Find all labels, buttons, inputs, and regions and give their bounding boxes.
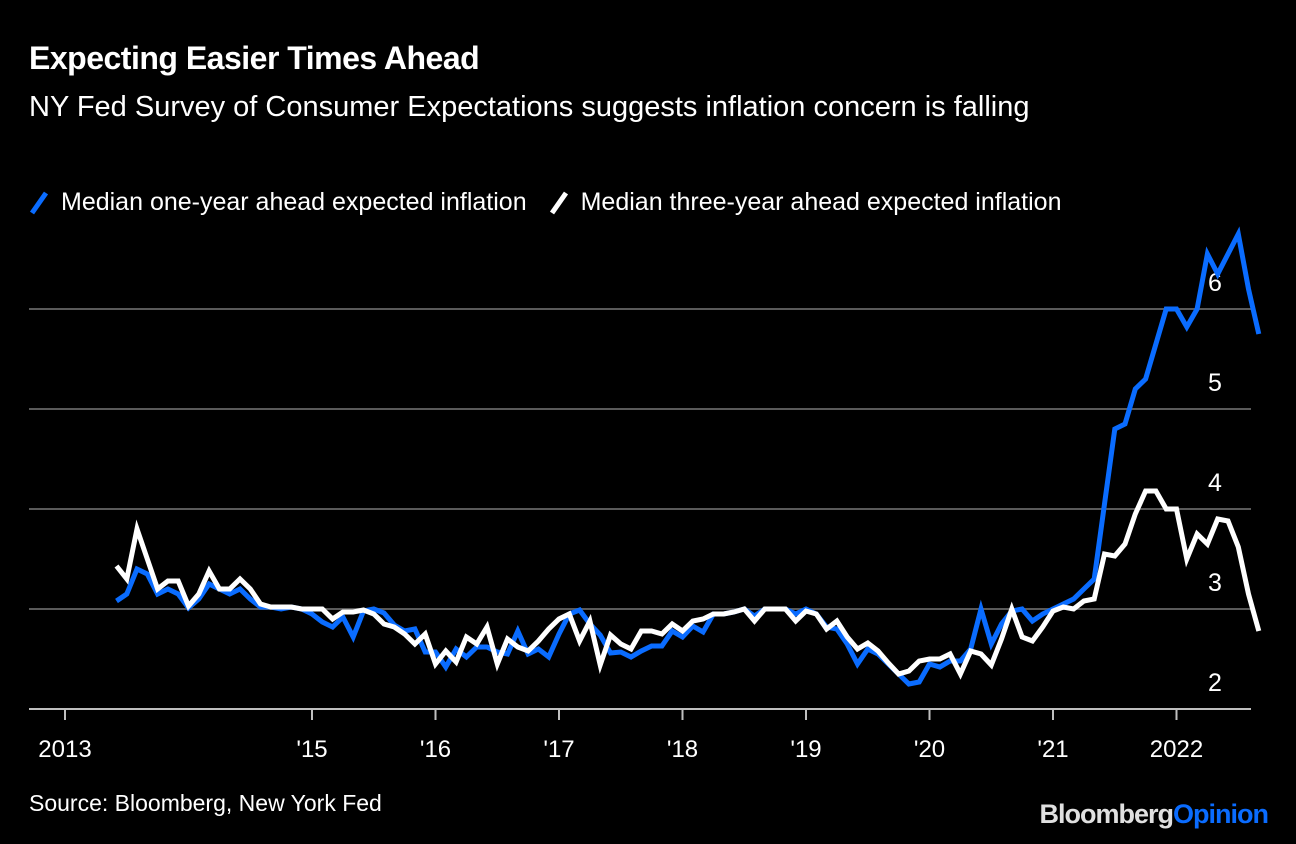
- chart-title: Expecting Easier Times Ahead: [29, 40, 480, 76]
- y-tick-label: 4: [1208, 469, 1222, 497]
- x-tick-label: '19: [790, 736, 821, 763]
- legend-item-one-year: Median one-year ahead expected inflation: [29, 188, 527, 217]
- source-note: Source: Bloomberg, New York Fed: [29, 790, 382, 816]
- legend-swatch-line: [549, 191, 568, 214]
- series-line-three-year: [114, 488, 1262, 680]
- legend: Median one-year ahead expected inflation…: [29, 188, 1083, 217]
- x-tick-label: '21: [1037, 736, 1068, 763]
- x-tick-label: '17: [543, 736, 574, 763]
- y-tick-label: 5: [1208, 369, 1222, 397]
- x-tick-label: '16: [420, 736, 451, 763]
- x-tick-label: '18: [667, 736, 698, 763]
- bloomberg-opinion-logo: BloombergOpinion: [1040, 799, 1269, 830]
- chart-subtitle: NY Fed Survey of Consumer Expectations s…: [29, 91, 1030, 123]
- series-line-one-year: [115, 226, 1262, 687]
- x-tick-label: 2013: [38, 736, 91, 763]
- legend-label-one-year: Median one-year ahead expected inflation: [61, 188, 527, 216]
- y-tick-label: 2: [1208, 669, 1222, 697]
- logo-opinion: Opinion: [1173, 799, 1269, 829]
- x-tick-label: '15: [296, 736, 327, 763]
- x-tick-label: 2022: [1150, 736, 1203, 763]
- legend-label-three-year: Median three-year ahead expected inflati…: [580, 188, 1062, 216]
- x-tick-label: '20: [914, 736, 945, 763]
- legend-item-three-year: Median three-year ahead expected inflati…: [549, 188, 1062, 217]
- y-tick-label: 3: [1208, 569, 1222, 597]
- legend-swatch-line: [29, 191, 49, 214]
- legend-swatch-three-year-icon: [549, 190, 569, 216]
- legend-swatch-one-year-icon: [29, 190, 49, 216]
- logo-bloomberg: Bloomberg: [1039, 799, 1175, 829]
